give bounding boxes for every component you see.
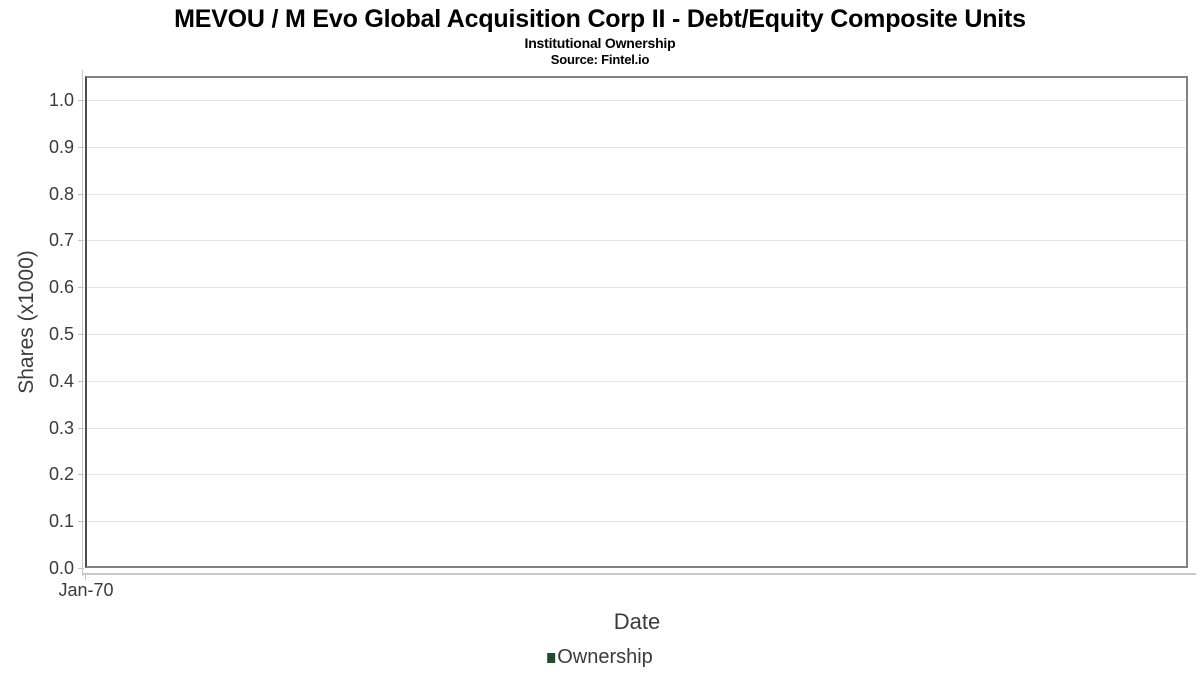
y-gridline: [87, 146, 1186, 148]
chart-title: MEVOU / M Evo Global Acquisition Corp II…: [174, 5, 1026, 33]
y-gridline: [87, 380, 1186, 382]
y-tick-label: 0.9: [48, 136, 74, 157]
y-tick-label: 1.0: [48, 90, 74, 110]
y-gridline: [87, 521, 1186, 523]
y-tick-label: 0.8: [48, 183, 74, 204]
y-gridline: [87, 474, 1186, 476]
plot-area: [85, 76, 1188, 568]
y-tick-mark: [78, 521, 84, 523]
y-axis-title: Shares (x1000): [15, 250, 38, 394]
y-tick-mark: [78, 334, 84, 335]
legend: Ownership: [547, 646, 653, 669]
x-tick-mark: [85, 573, 86, 580]
y-tick-mark: [78, 240, 84, 242]
y-tick-label: 0.2: [48, 464, 74, 485]
y-tick-label: 0.3: [48, 417, 74, 438]
x-tick-label: Jan-70: [58, 580, 114, 600]
y-gridline: [87, 427, 1186, 429]
y-gridline: [87, 240, 1186, 242]
y-tick-mark: [78, 427, 84, 429]
legend-label-ownership: Ownership: [557, 646, 653, 668]
y-tick-label: 0.6: [48, 277, 74, 298]
chart-source: Source: Fintel.io: [550, 52, 650, 67]
y-tick-mark: [78, 146, 84, 148]
y-tick-mark: [78, 380, 84, 382]
y-axis-line: [82, 70, 83, 576]
x-axis-line: [83, 573, 1196, 575]
y-gridline: [87, 287, 1186, 289]
y-tick-mark: [78, 193, 84, 195]
chart-subtitle: Institutional Ownership: [524, 35, 676, 51]
y-gridline: [87, 334, 1186, 335]
legend-swatch-ownership: [547, 652, 556, 663]
y-tick-label: 0.5: [48, 324, 74, 344]
y-gridline: [87, 193, 1186, 195]
y-tick-mark: [78, 100, 84, 101]
y-gridline: [87, 100, 1186, 101]
y-tick-mark: [78, 287, 84, 289]
y-tick-label: 0.7: [48, 230, 74, 251]
y-tick-mark: [78, 474, 84, 476]
y-tick-label: 0.0: [48, 558, 74, 578]
y-tick-label: 0.1: [48, 511, 74, 532]
x-axis-title: Date: [613, 609, 661, 634]
y-tick-label: 0.4: [48, 370, 74, 391]
y-tick-mark: [78, 568, 84, 569]
